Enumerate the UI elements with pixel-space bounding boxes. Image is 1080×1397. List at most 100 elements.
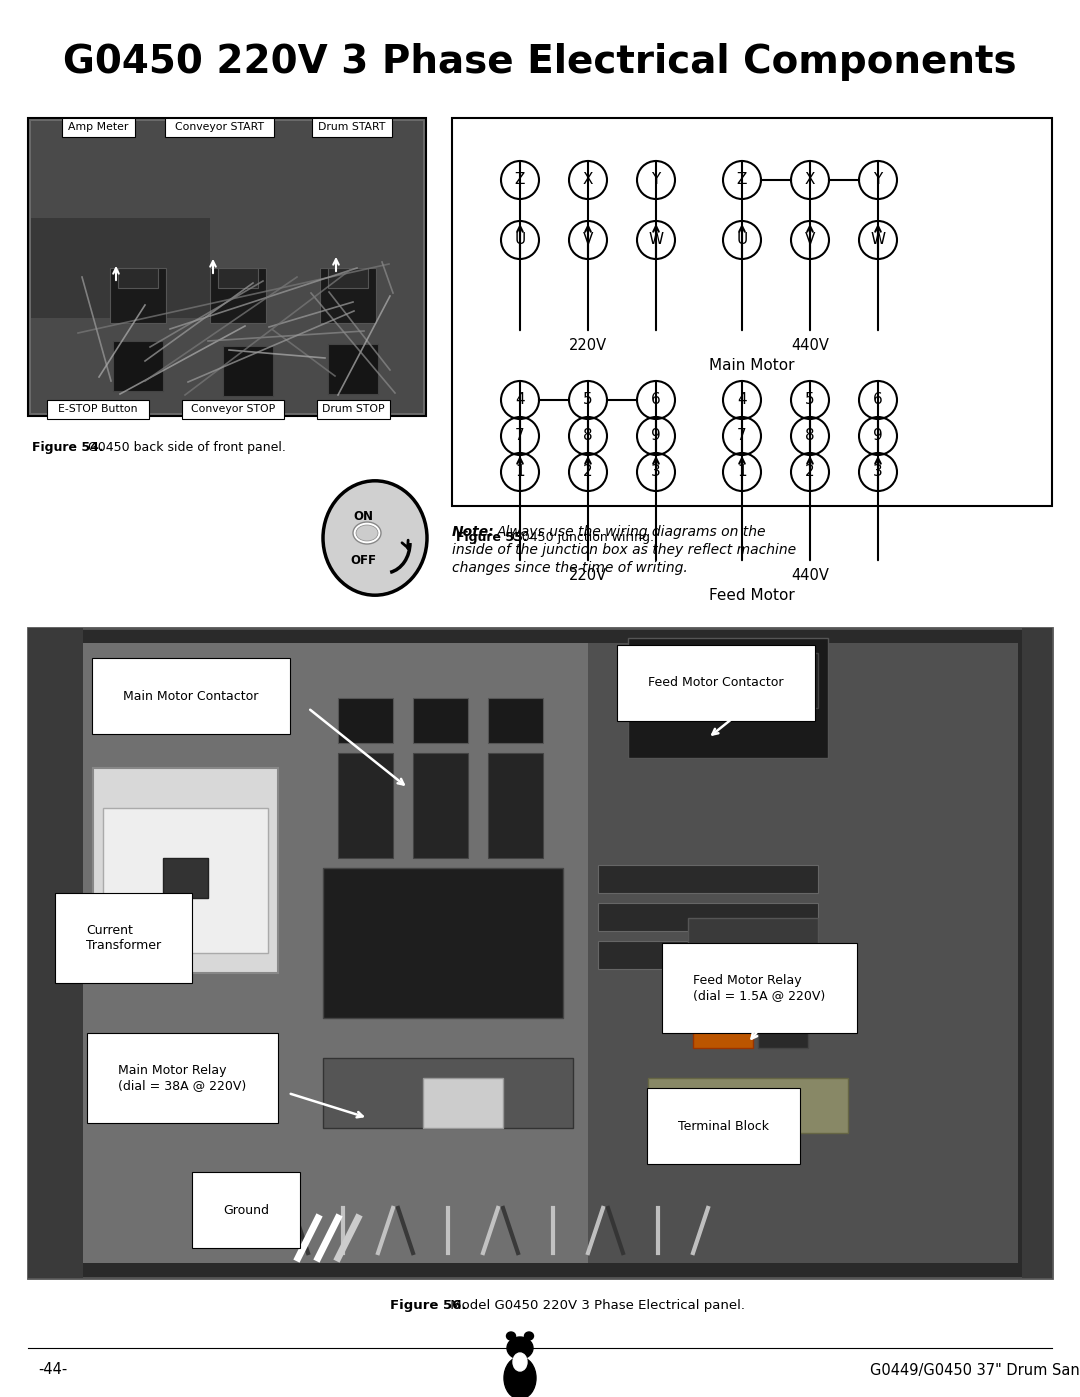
Bar [627,638,828,759]
Bar [598,942,818,970]
FancyBboxPatch shape [165,117,274,137]
Text: 2: 2 [583,464,593,479]
Text: Model G0450 220V 3 Phase Electrical panel.: Model G0450 220V 3 Phase Electrical pane… [446,1299,745,1313]
Text: Amp Meter: Amp Meter [68,123,129,133]
Bar [320,268,376,323]
Text: Main Motor Contactor: Main Motor Contactor [123,690,258,703]
Text: G0449/G0450 37" Drum Sander: G0449/G0450 37" Drum Sander [870,1362,1080,1377]
Bar [598,865,818,893]
Bar [93,768,278,972]
Bar [323,1058,573,1127]
Bar [758,988,808,1048]
Ellipse shape [513,1354,527,1370]
Bar [163,858,208,898]
Bar [488,698,543,743]
Text: G0450 back side of front panel.: G0450 back side of front panel. [84,441,286,454]
Text: Conveyor STOP: Conveyor STOP [191,405,275,415]
Bar [688,918,818,1028]
Bar [638,652,818,708]
Text: 1: 1 [515,464,525,479]
Bar [418,914,463,949]
Text: 5: 5 [806,393,814,408]
Bar [323,868,563,1018]
Bar [488,753,543,858]
Text: Always use the wiring diagrams on the: Always use the wiring diagrams on the [497,525,767,539]
Bar [83,643,1012,1263]
Text: 3: 3 [873,464,882,479]
Bar [218,268,258,288]
Text: W: W [648,232,663,247]
Text: U: U [737,232,747,247]
Text: 440V: 440V [791,569,829,584]
Text: 9: 9 [651,429,661,443]
Text: Feed Motor Contactor: Feed Motor Contactor [648,676,783,690]
Bar [338,753,393,858]
Text: Figure 55.: Figure 55. [456,531,528,545]
Bar [222,346,273,395]
Text: Figure 56.: Figure 56. [390,1299,467,1313]
Text: Main Motor Relay
(dial = 38A @ 220V): Main Motor Relay (dial = 38A @ 220V) [118,1065,246,1092]
Text: 9: 9 [873,429,882,443]
Text: Feed Motor Relay
(dial = 1.5A @ 220V): Feed Motor Relay (dial = 1.5A @ 220V) [693,974,825,1002]
Text: Figure 54.: Figure 54. [32,441,104,454]
Text: U: U [514,232,526,247]
Text: 1: 1 [738,464,746,479]
Ellipse shape [507,1337,534,1359]
Bar [492,914,538,949]
Bar [28,629,83,1278]
Bar [343,914,388,949]
Text: 440V: 440V [791,338,829,353]
Bar [693,988,753,1048]
Text: OFF: OFF [350,553,376,567]
Text: Note:: Note: [453,525,495,539]
Text: 220V: 220V [569,569,607,584]
Text: 5: 5 [583,393,593,408]
Text: Y: Y [874,172,882,187]
Bar [423,1078,503,1127]
Bar [31,218,210,319]
Text: Drum START: Drum START [319,123,386,133]
Text: Conveyor START: Conveyor START [175,123,264,133]
Text: G0450 220V 3 Phase Electrical Components: G0450 220V 3 Phase Electrical Components [64,43,1016,81]
Bar [1022,629,1052,1278]
Bar [648,1078,848,1133]
Ellipse shape [356,525,378,541]
Ellipse shape [353,522,381,543]
Text: Drum STOP: Drum STOP [322,405,384,415]
Text: V: V [583,232,593,247]
FancyBboxPatch shape [312,117,392,137]
Bar [31,122,423,414]
Ellipse shape [525,1331,534,1340]
Text: 2: 2 [806,464,814,479]
Ellipse shape [504,1356,536,1397]
Text: 7: 7 [738,429,746,443]
Bar [598,902,818,930]
Text: Ground: Ground [222,1203,269,1217]
Text: 6: 6 [651,393,661,408]
Bar [118,268,158,288]
Bar [328,344,378,394]
Bar [28,629,1052,1278]
Text: Z: Z [737,172,747,187]
Text: Main Motor: Main Motor [710,359,795,373]
Bar [210,268,266,323]
Bar [28,117,426,416]
Bar [113,341,163,391]
Ellipse shape [323,481,427,595]
Text: ON: ON [353,510,373,522]
Text: 7: 7 [515,429,525,443]
Text: 220V: 220V [569,338,607,353]
Text: E-STOP Button: E-STOP Button [58,405,137,415]
Bar [453,117,1052,506]
Text: changes since the time of writing.: changes since the time of writing. [453,562,688,576]
FancyBboxPatch shape [48,400,149,419]
Bar [103,807,268,953]
Text: Y: Y [651,172,661,187]
Text: Feed Motor: Feed Motor [710,588,795,604]
Text: 8: 8 [806,429,814,443]
Text: 8: 8 [583,429,593,443]
FancyBboxPatch shape [183,400,284,419]
Text: 6: 6 [873,393,882,408]
Text: 3: 3 [651,464,661,479]
Bar [413,698,468,743]
